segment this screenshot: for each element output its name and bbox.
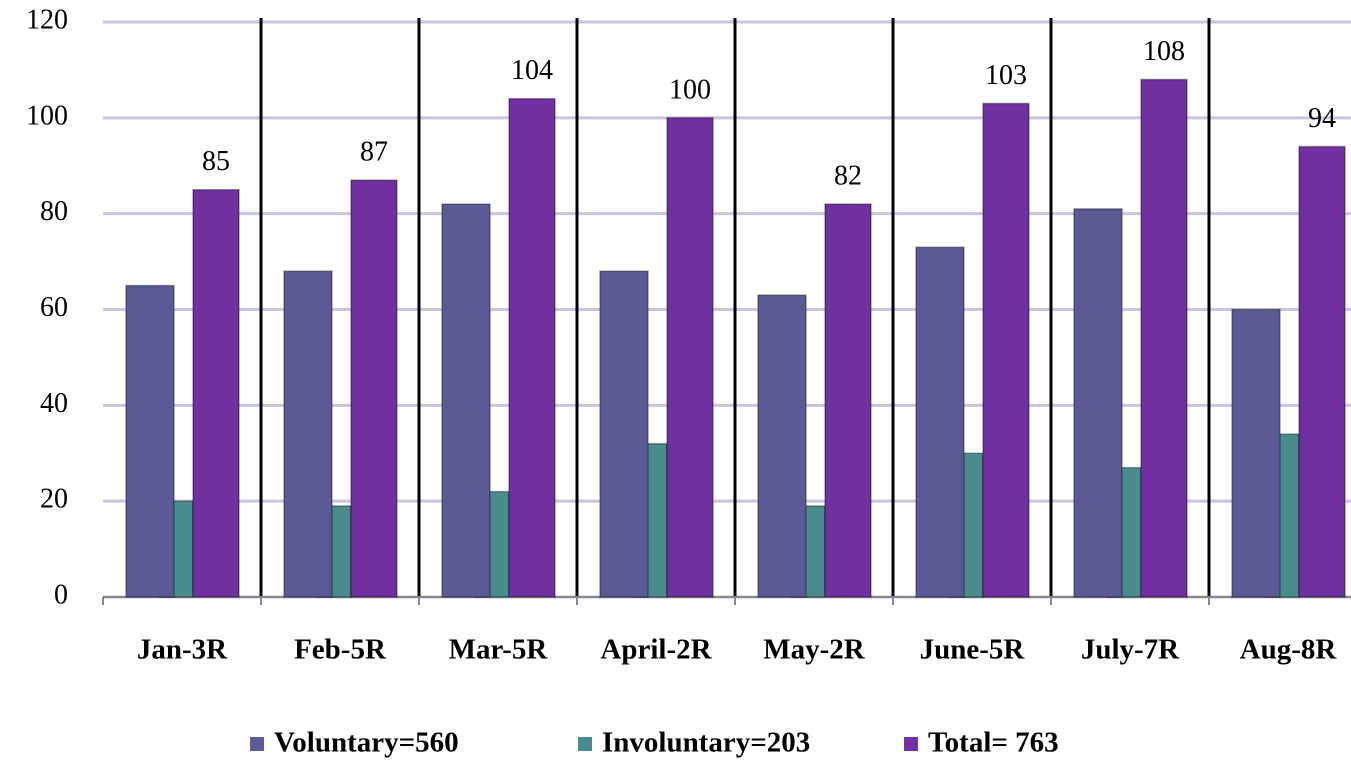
bar xyxy=(508,97,556,598)
bar xyxy=(350,179,398,598)
bar xyxy=(125,284,175,598)
x-tick-label: Mar-5R xyxy=(449,634,549,666)
bar xyxy=(599,270,649,598)
data-label: 82 xyxy=(834,161,862,192)
bar xyxy=(666,117,714,598)
bar xyxy=(283,270,333,598)
bar xyxy=(441,203,491,598)
legend-label: Voluntary=560 xyxy=(274,727,459,759)
bar xyxy=(915,246,965,598)
y-tick-label: 100 xyxy=(26,100,68,131)
bar xyxy=(1298,145,1346,598)
bar xyxy=(192,188,240,598)
data-label: 100 xyxy=(669,74,711,105)
legend-label: Total= 763 xyxy=(928,727,1059,759)
x-tick-label: July-7R xyxy=(1081,634,1180,666)
bar xyxy=(824,203,872,598)
x-tick-label: May-2R xyxy=(763,634,866,666)
x-tick-label: Jan-3R xyxy=(137,634,228,666)
legend-label: Involuntary=203 xyxy=(602,727,810,759)
data-label: 103 xyxy=(985,60,1027,91)
data-label: 85 xyxy=(202,146,230,177)
y-tick-label: 60 xyxy=(40,292,68,323)
y-tick-label: 0 xyxy=(54,579,68,610)
legend-swatch xyxy=(578,737,592,751)
data-label: 108 xyxy=(1143,36,1185,67)
bar xyxy=(1140,78,1188,598)
data-label: 94 xyxy=(1308,103,1336,134)
x-tick-label: April-2R xyxy=(600,634,712,666)
data-label: 87 xyxy=(360,137,388,168)
data-label: 104 xyxy=(511,55,553,86)
x-tick-label: Aug-8R xyxy=(1240,634,1338,666)
bar xyxy=(1231,308,1281,598)
y-tick-label: 20 xyxy=(40,484,68,515)
y-tick-label: 40 xyxy=(40,388,68,419)
bar xyxy=(982,102,1030,598)
legend-swatch xyxy=(904,737,918,751)
x-tick-label: Feb-5R xyxy=(294,634,387,666)
legend-swatch xyxy=(250,737,264,751)
x-tick-label: June-5R xyxy=(920,634,1026,666)
bar xyxy=(757,294,807,598)
bar xyxy=(1073,208,1123,598)
y-tick-label: 80 xyxy=(40,196,68,227)
y-tick-label: 120 xyxy=(26,4,68,35)
